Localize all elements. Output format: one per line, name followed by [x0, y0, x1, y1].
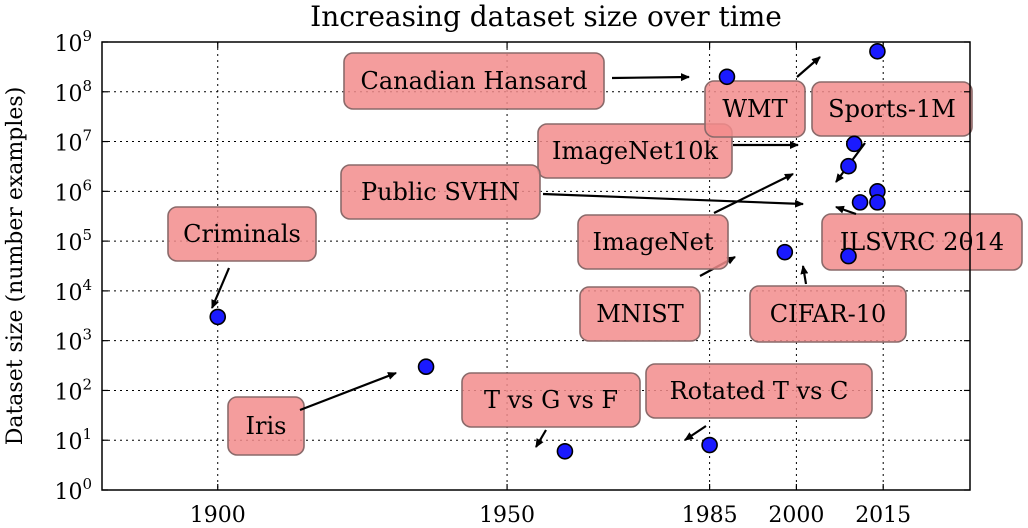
label-canadian-hansard: Canadian Hansard — [360, 67, 587, 95]
x-tick-label: 2000 — [768, 503, 824, 528]
label-t-vs-g-vs-f: T vs G vs F — [484, 386, 618, 414]
label-box-iris — [227, 396, 305, 456]
point-criminals — [209, 308, 227, 326]
label-cifar-10: CIFAR-10 — [770, 300, 886, 328]
point-t-vs-g-vs-f — [556, 442, 574, 460]
y-tick-label: 100 — [54, 475, 92, 505]
arrow-iris — [299, 371, 397, 412]
chart-title: Increasing dataset size over time — [310, 0, 782, 33]
plot-area — [101, 41, 971, 491]
label-box-rotated-t-vs-c — [645, 363, 873, 419]
label-box-wmt — [704, 80, 806, 138]
label-box-t-vs-g-vs-f — [461, 372, 641, 428]
y-tick-label: 102 — [54, 375, 92, 405]
y-tick-label: 106 — [54, 176, 92, 206]
arrow-rotated-t-vs-c — [684, 425, 707, 441]
point-cifar-10 — [840, 247, 857, 265]
arrow-canadian-hansard — [611, 73, 690, 82]
point-mnist — [776, 243, 794, 261]
point-canadian-hansard — [718, 68, 736, 86]
label-box-ilsvrc-2014 — [821, 213, 1023, 271]
label-imagenet10k: ImageNet10k — [552, 137, 719, 165]
x-tick-label: 1985 — [682, 503, 738, 528]
y-tick-label: 105 — [54, 226, 92, 256]
label-box-imagenet — [577, 214, 729, 270]
x-axis-ticks: 1900 1950 1985 2000 2015 — [190, 42, 911, 528]
label-mnist: MNIST — [596, 300, 684, 328]
x-tick-label: 2015 — [855, 503, 911, 528]
annotations: Criminals Iris T vs G vs F Rotated T vs C MN… — [167, 52, 1023, 456]
label-box-mnist — [579, 286, 701, 342]
y-tick-label: 101 — [54, 425, 92, 455]
arrow-public-svhn — [542, 192, 804, 208]
y-tick-label: 104 — [54, 276, 92, 306]
point-wmt — [869, 43, 886, 60]
y-axis-ticks: 100 101 102 103 104 105 106 107 108 109 — [54, 27, 970, 505]
label-ilsvrc-2014: ILSVRC 2014 — [840, 228, 1004, 256]
label-box-sports-1m — [811, 81, 973, 137]
label-wmt: WMT — [722, 95, 787, 123]
y-tick-label: 109 — [54, 27, 92, 57]
arrow-cifar-10 — [800, 265, 809, 285]
y-axis-label: Dataset size (number examples) — [3, 87, 28, 446]
label-sports-1m: Sports-1M — [828, 95, 956, 123]
point-iris — [417, 358, 435, 375]
y-tick-label: 108 — [54, 77, 92, 107]
x-tick-label: 1900 — [190, 503, 246, 528]
point-imagenet — [840, 157, 857, 175]
data-points — [209, 43, 886, 460]
label-box-criminals — [167, 206, 317, 262]
point-imagenet10k — [845, 135, 863, 153]
y-tick-label: 103 — [54, 326, 92, 356]
x-tick-label: 1950 — [479, 503, 535, 528]
label-box-imagenet10k — [537, 123, 733, 179]
label-box-cifar-10 — [749, 285, 907, 343]
label-box-canadian-hansard — [343, 52, 605, 110]
arrow-t-vs-g-vs-f — [535, 429, 547, 448]
arrow-imagenet — [713, 173, 794, 214]
label-imagenet: ImageNet — [593, 228, 714, 256]
arrow-ilsvrc-2014 — [835, 205, 857, 216]
y-tick-label: 107 — [54, 127, 92, 157]
label-iris: Iris — [246, 412, 287, 440]
label-rotated-t-vs-c: Rotated T vs C — [670, 377, 849, 405]
point-public-svhn — [851, 194, 869, 211]
label-box-public-svhn — [340, 164, 541, 220]
point-ilsvrc-2014 — [869, 194, 886, 211]
arrow-criminals — [210, 267, 231, 309]
arrow-wmt — [796, 56, 821, 78]
label-public-svhn: Public SVHN — [361, 178, 520, 206]
label-criminals: Criminals — [183, 220, 301, 248]
point-rotated-t-vs-c — [701, 436, 718, 454]
